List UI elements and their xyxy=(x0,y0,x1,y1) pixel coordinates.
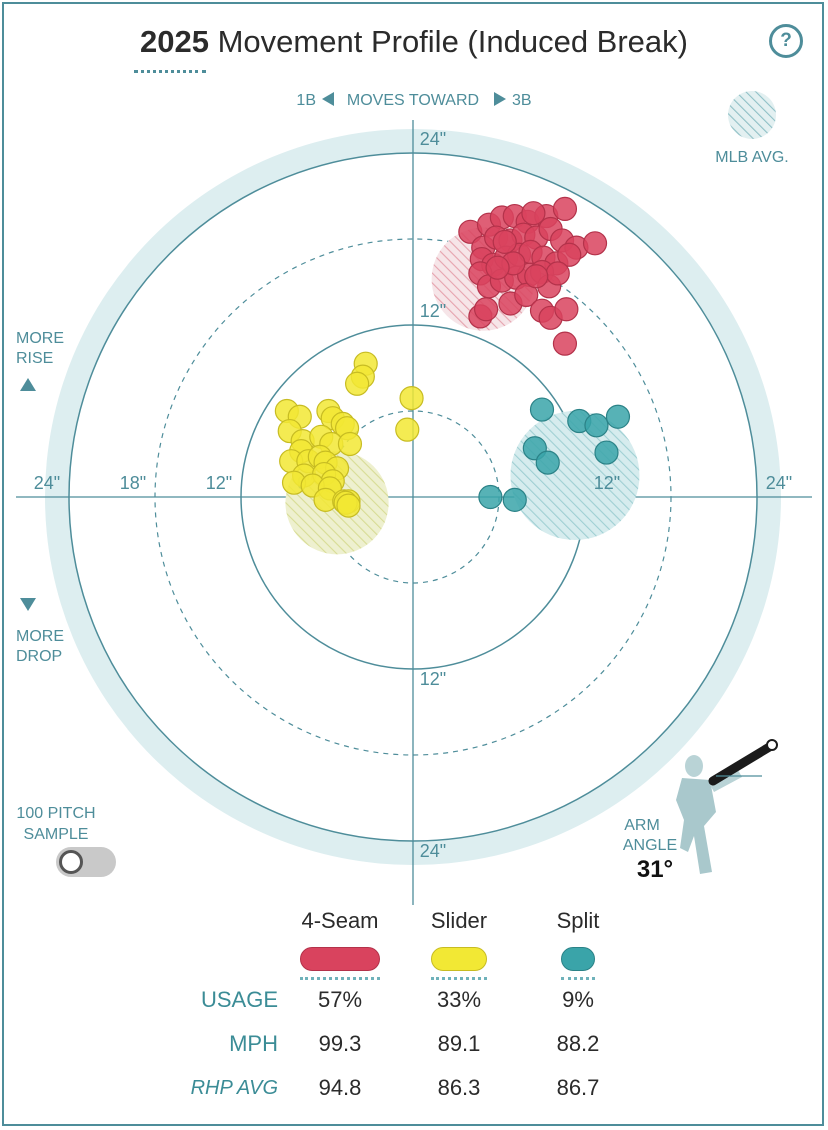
point-slider-3 xyxy=(399,386,424,411)
row-label-rhp: RHP AVG xyxy=(190,1077,278,1099)
point-4-seam-15 xyxy=(582,231,608,256)
arrow-right-icon xyxy=(494,92,506,106)
point-4-seam-40 xyxy=(492,229,517,254)
arrow-up-icon xyxy=(20,378,36,391)
y-tick-label-0: 24" xyxy=(420,129,446,149)
arrow-left-icon xyxy=(322,92,334,106)
cell-usage-4-seam: 57% xyxy=(317,987,363,1012)
y-tick-label-2: 12" xyxy=(420,669,446,689)
point-4-seam-6 xyxy=(552,196,578,221)
sample-label-line2: SAMPLE xyxy=(24,826,89,843)
direction-left-label: 1B xyxy=(296,92,316,109)
drop-label-line2: DROP xyxy=(16,648,62,665)
cell-mph-slider: 89.1 xyxy=(437,1031,481,1056)
x-tick-label-4: 12" xyxy=(594,473,620,493)
y-tick-label-1: 12" xyxy=(420,301,446,321)
row-label-mph: MPH xyxy=(229,1031,278,1056)
title-text: Movement Profile (Induced Break) xyxy=(217,24,688,59)
x-tick-label-1: 18" xyxy=(120,473,146,493)
sample-label-line1: 100 PITCH xyxy=(16,805,95,822)
point-4-seam-33 xyxy=(514,282,539,307)
col-head-split: Split xyxy=(556,908,600,933)
col-head-slider: Slider xyxy=(430,908,488,933)
point-4-seam-36 xyxy=(554,297,579,322)
cell-rhp-slider: 86.3 xyxy=(437,1075,481,1100)
drop-label-line1: MORE xyxy=(16,628,64,645)
point-split-5 xyxy=(535,450,560,475)
point-split-2 xyxy=(584,413,609,438)
cell-usage-slider: 33% xyxy=(436,987,482,1012)
x-tick-label-2: 12" xyxy=(206,473,232,493)
swatch-split xyxy=(561,947,595,971)
point-split-6 xyxy=(594,440,619,465)
swatch-slider xyxy=(431,947,487,971)
toggle-knob xyxy=(59,850,83,874)
swatch-underline-slider xyxy=(431,977,487,980)
point-4-seam-23 xyxy=(557,242,582,267)
cell-mph-split: 88.2 xyxy=(556,1031,600,1056)
x-tick-label-0: 24" xyxy=(34,473,60,493)
cell-usage-split: 9% xyxy=(562,987,594,1012)
direction-right-label: 3B xyxy=(512,92,532,109)
point-slider-32 xyxy=(336,493,361,518)
point-4-seam-43 xyxy=(524,264,549,289)
mlb-avg-legend-label: MLB AVG. xyxy=(715,149,789,166)
point-4-seam-44 xyxy=(485,255,510,280)
title-year: 2025 xyxy=(140,24,209,59)
y-tick-label-3: 24" xyxy=(420,841,446,861)
page-title: 2025 Movement Profile (Induced Break) xyxy=(0,24,828,60)
rise-label-line1: MORE xyxy=(16,330,64,347)
point-4-seam-31 xyxy=(545,261,570,286)
point-split-0 xyxy=(529,397,555,422)
swatch-underline-4-seam xyxy=(300,977,380,980)
cell-rhp-4-seam: 94.8 xyxy=(318,1075,362,1100)
rise-label-line2: RISE xyxy=(16,350,53,367)
point-split-3 xyxy=(605,404,631,429)
arrow-down-icon xyxy=(20,598,36,611)
sample-toggle[interactable] xyxy=(56,847,116,877)
x-tick-label-5: 24" xyxy=(766,473,792,493)
direction-middle-label: MOVES TOWARD xyxy=(347,92,479,109)
pitch-points xyxy=(274,196,631,518)
arm-angle-value: 31° xyxy=(637,856,673,883)
point-4-seam-41 xyxy=(521,201,546,226)
arm-angle-label-line1: ARM xyxy=(624,817,660,834)
help-icon[interactable]: ? xyxy=(769,24,803,58)
point-slider-15 xyxy=(337,431,363,457)
point-4-seam-38 xyxy=(474,297,499,322)
cell-rhp-split: 86.7 xyxy=(556,1075,600,1100)
cell-mph-4-seam: 99.3 xyxy=(318,1031,362,1056)
col-head-4-seam: 4-Seam xyxy=(301,908,379,933)
point-slider-4 xyxy=(395,417,420,442)
swatch-underline-split xyxy=(561,977,595,980)
swatch-4-seam xyxy=(300,947,380,971)
row-label-usage: USAGE xyxy=(200,987,278,1012)
arm-angle-label-line2: ANGLE xyxy=(623,837,677,854)
point-4-seam-39 xyxy=(552,331,578,356)
point-split-7 xyxy=(478,484,503,510)
point-split-8 xyxy=(502,487,527,512)
point-slider-2 xyxy=(345,371,370,396)
pitcher-silhouette-icon xyxy=(676,739,778,874)
mlb-avg-legend-swatch xyxy=(728,91,776,139)
title-underline xyxy=(134,70,206,73)
